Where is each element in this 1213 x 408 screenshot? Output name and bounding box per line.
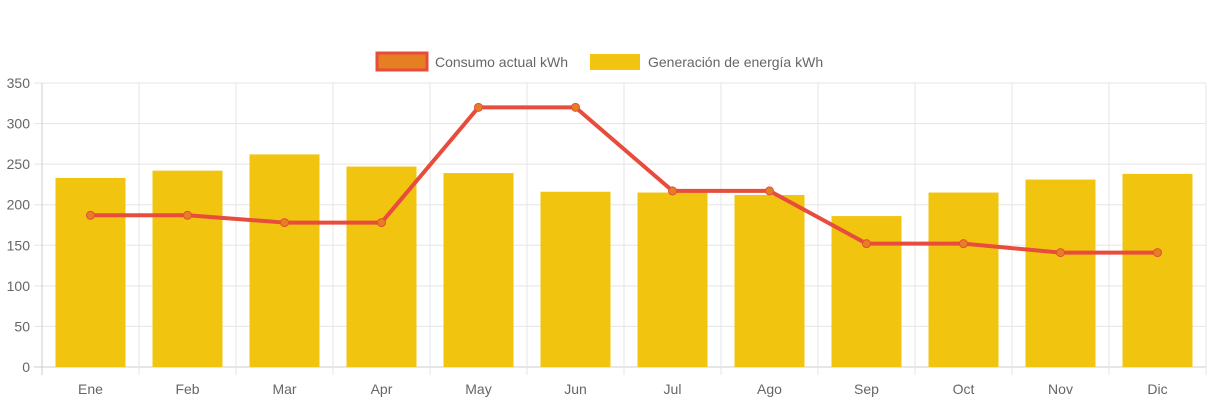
x-tick-label: Feb: [175, 381, 199, 397]
x-tick-label: Jul: [664, 381, 682, 397]
bar: [346, 166, 417, 367]
x-tick-label: Jun: [564, 381, 587, 397]
y-tick-label: 50: [14, 318, 30, 334]
legend-item-generacion[interactable]: Generación de energía kWh: [590, 54, 823, 70]
x-tick-label: May: [465, 381, 491, 397]
x-tick-label: Dic: [1147, 381, 1167, 397]
legend-label-consumo: Consumo actual kWh: [435, 54, 568, 70]
bar: [443, 173, 514, 367]
line-point: [959, 239, 968, 249]
y-tick-label: 0: [22, 359, 30, 375]
legend-item-consumo[interactable]: Consumo actual kWh: [375, 51, 568, 72]
legend-swatch-generacion: [590, 54, 640, 70]
x-tick-label: Ene: [78, 381, 103, 397]
bar: [928, 192, 999, 367]
y-tick-label: 300: [7, 116, 31, 132]
bar: [637, 192, 708, 367]
bar: [55, 177, 126, 367]
x-tick-label: Apr: [371, 381, 393, 397]
consumo-line: [90, 105, 1158, 255]
bar: [540, 191, 611, 367]
y-tick-label: 200: [7, 197, 31, 213]
x-tick-label: Nov: [1048, 381, 1073, 397]
x-tick-label: Sep: [854, 381, 879, 397]
bar: [249, 154, 320, 367]
x-tick-label: Ago: [757, 381, 782, 397]
legend-swatch-consumo: [375, 51, 429, 72]
line-point: [862, 239, 871, 249]
y-tick-label: 350: [7, 75, 31, 91]
line-point: [668, 186, 677, 196]
legend-label-generacion: Generación de energía kWh: [648, 54, 823, 70]
line-point: [474, 102, 483, 112]
bar: [831, 216, 902, 367]
bar: [734, 194, 805, 367]
bar: [1025, 179, 1096, 367]
line-point: [280, 218, 289, 228]
y-tick-label: 100: [7, 278, 31, 294]
bar: [152, 170, 223, 367]
y-tick-label: 250: [7, 156, 31, 172]
line-point: [765, 186, 774, 196]
x-tick-label: Oct: [953, 381, 975, 397]
y-tick-label: 150: [7, 237, 31, 253]
line-point: [1056, 248, 1065, 258]
line-point: [1153, 248, 1162, 258]
line-point: [571, 102, 580, 112]
x-tick-label: Mar: [272, 381, 296, 397]
line-point: [86, 210, 95, 220]
line-point: [183, 210, 192, 220]
legend: Consumo actual kWh Generación de energía…: [375, 51, 823, 72]
bar: [1122, 173, 1193, 367]
line-point: [377, 218, 386, 228]
